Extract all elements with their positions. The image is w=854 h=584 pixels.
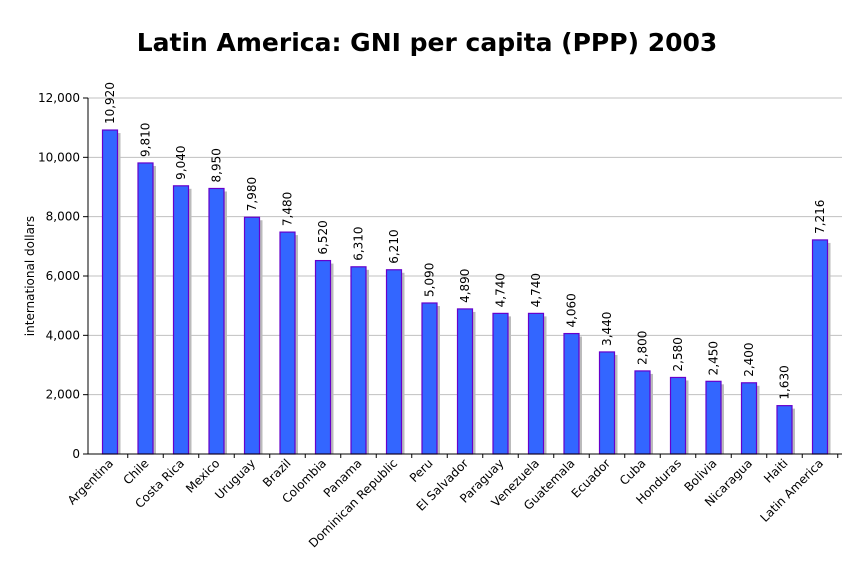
data-label: 3,440 bbox=[600, 312, 614, 346]
bar bbox=[279, 231, 296, 455]
x-tick-label: Peru bbox=[407, 456, 436, 485]
y-tick-label: 12,000 bbox=[38, 91, 80, 105]
bar bbox=[101, 129, 119, 455]
y-tick-label: 10,000 bbox=[38, 150, 80, 164]
data-label: 9,040 bbox=[174, 145, 188, 179]
data-label: 4,060 bbox=[565, 293, 579, 327]
bar bbox=[172, 185, 190, 455]
data-label: 7,480 bbox=[281, 192, 295, 226]
data-label: 6,310 bbox=[352, 226, 366, 260]
data-label: 10,920 bbox=[103, 82, 117, 124]
x-tick-label: Cuba bbox=[617, 456, 649, 488]
bar bbox=[527, 312, 545, 455]
bar bbox=[350, 266, 367, 455]
data-label: 7,216 bbox=[813, 200, 827, 234]
bar bbox=[492, 312, 509, 455]
data-label: 7,980 bbox=[245, 177, 259, 211]
x-tick-label: Argentina bbox=[65, 456, 116, 507]
bar bbox=[669, 376, 687, 455]
bar bbox=[314, 259, 332, 455]
bar bbox=[634, 370, 651, 455]
x-tick-label: Latin America bbox=[758, 456, 827, 525]
bar bbox=[740, 382, 758, 455]
x-tick-label: Brazil bbox=[260, 456, 294, 490]
data-label: 2,400 bbox=[742, 342, 756, 376]
data-label: 4,740 bbox=[529, 273, 543, 307]
data-label: 2,450 bbox=[707, 341, 721, 375]
x-tick-label: Haiti bbox=[761, 456, 791, 486]
x-tick-label: Chile bbox=[120, 456, 151, 487]
bar bbox=[563, 332, 580, 455]
x-tick-label: Ecuador bbox=[569, 456, 614, 501]
data-label: 6,210 bbox=[387, 229, 401, 263]
y-tick-label: 2,000 bbox=[46, 388, 80, 402]
bar bbox=[385, 269, 403, 455]
bar bbox=[208, 187, 225, 455]
y-tick-label: 0 bbox=[72, 447, 80, 461]
data-label: 1,630 bbox=[778, 365, 792, 399]
data-label: 9,810 bbox=[139, 123, 153, 157]
bar bbox=[776, 405, 793, 455]
data-label: 6,520 bbox=[316, 220, 330, 254]
y-tick-label: 4,000 bbox=[46, 328, 80, 342]
y-axis-label: international dollars bbox=[23, 216, 37, 336]
y-tick-label: 6,000 bbox=[46, 269, 80, 283]
data-label: 2,580 bbox=[671, 337, 685, 371]
bar bbox=[456, 308, 474, 455]
y-tick-label: 8,000 bbox=[46, 210, 80, 224]
bar bbox=[243, 216, 261, 455]
chart-title: Latin America: GNI per capita (PPP) 2003 bbox=[137, 28, 718, 57]
bar bbox=[705, 380, 722, 455]
data-label: 4,740 bbox=[494, 273, 508, 307]
bar bbox=[598, 351, 616, 455]
bar bbox=[137, 162, 154, 455]
bar bbox=[421, 302, 438, 455]
data-label: 5,090 bbox=[423, 263, 437, 297]
data-label: 8,950 bbox=[210, 148, 224, 182]
bar bbox=[811, 239, 829, 455]
data-label: 4,890 bbox=[458, 269, 472, 303]
data-label: 2,800 bbox=[636, 331, 650, 365]
